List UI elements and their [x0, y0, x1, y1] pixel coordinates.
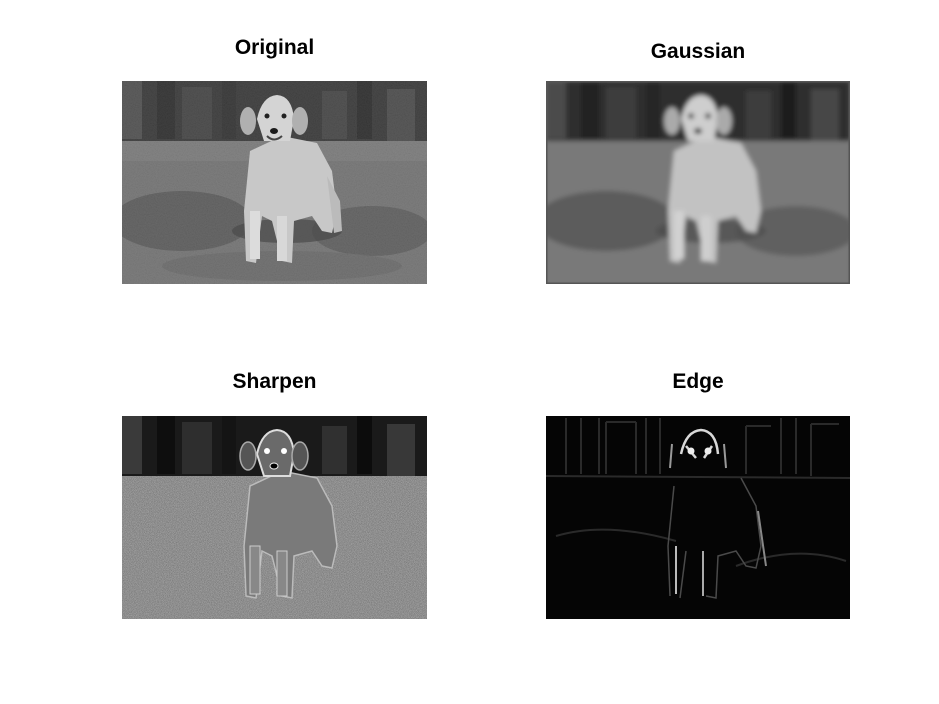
- image-gaussian: [546, 81, 850, 284]
- panel-title-edge: Edge: [672, 370, 724, 393]
- image-sharpen: [122, 416, 427, 619]
- image-original: [122, 81, 427, 284]
- image-edge: [546, 416, 850, 619]
- panel-title-original: Original: [234, 36, 315, 59]
- panel-title-sharpen: Sharpen: [232, 370, 317, 393]
- panel-title-gaussian: Gaussian: [650, 40, 746, 63]
